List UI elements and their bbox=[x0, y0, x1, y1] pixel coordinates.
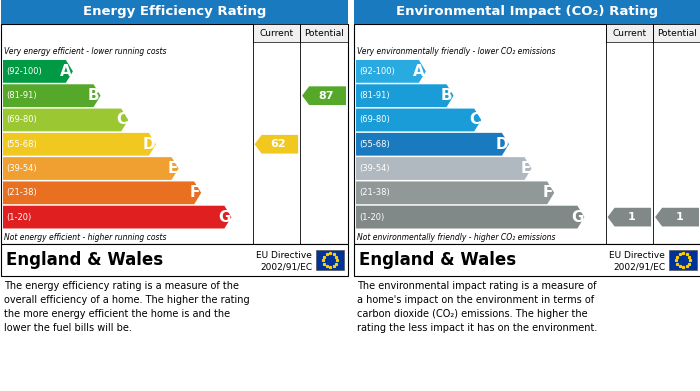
Text: (1-20): (1-20) bbox=[359, 213, 384, 222]
Text: Very environmentally friendly - lower CO₂ emissions: Very environmentally friendly - lower CO… bbox=[357, 47, 556, 56]
Text: Very energy efficient - lower running costs: Very energy efficient - lower running co… bbox=[4, 47, 167, 56]
Bar bbox=[316, 250, 344, 270]
Text: (39-54): (39-54) bbox=[6, 164, 36, 173]
Text: Energy Efficiency Rating: Energy Efficiency Rating bbox=[83, 5, 266, 18]
Text: EU Directive: EU Directive bbox=[609, 251, 665, 260]
Text: E: E bbox=[167, 161, 178, 176]
Text: (69-80): (69-80) bbox=[6, 115, 36, 124]
Text: F: F bbox=[190, 185, 200, 200]
Text: (81-91): (81-91) bbox=[359, 91, 390, 100]
Polygon shape bbox=[356, 84, 454, 107]
Text: EU Directive: EU Directive bbox=[256, 251, 312, 260]
Text: A: A bbox=[413, 64, 425, 79]
Text: B: B bbox=[441, 88, 453, 103]
Bar bbox=[1, 244, 348, 276]
Bar bbox=[1, 0, 348, 24]
Polygon shape bbox=[356, 206, 584, 228]
Polygon shape bbox=[3, 181, 201, 204]
Text: G: G bbox=[218, 210, 230, 224]
Text: A: A bbox=[60, 64, 72, 79]
Bar bbox=[354, 244, 700, 276]
Text: (92-100): (92-100) bbox=[6, 67, 42, 76]
Text: (92-100): (92-100) bbox=[359, 67, 395, 76]
Text: (55-68): (55-68) bbox=[359, 140, 390, 149]
Polygon shape bbox=[255, 135, 298, 154]
Polygon shape bbox=[655, 208, 699, 226]
Polygon shape bbox=[356, 133, 509, 156]
Polygon shape bbox=[356, 109, 481, 131]
Bar bbox=[354, 24, 700, 244]
Polygon shape bbox=[608, 208, 651, 226]
Bar bbox=[1, 24, 348, 244]
Text: (39-54): (39-54) bbox=[359, 164, 390, 173]
Text: Potential: Potential bbox=[304, 29, 344, 38]
Text: 2002/91/EC: 2002/91/EC bbox=[613, 262, 665, 271]
Text: 87: 87 bbox=[318, 91, 334, 100]
Text: Not energy efficient - higher running costs: Not energy efficient - higher running co… bbox=[4, 233, 167, 242]
Text: (81-91): (81-91) bbox=[6, 91, 36, 100]
Text: Environmental Impact (CO₂) Rating: Environmental Impact (CO₂) Rating bbox=[396, 5, 659, 18]
Polygon shape bbox=[3, 84, 101, 107]
Text: (55-68): (55-68) bbox=[6, 140, 36, 149]
Bar bbox=[606, 24, 653, 42]
Text: 1: 1 bbox=[628, 212, 636, 222]
Text: The environmental impact rating is a measure of
a home's impact on the environme: The environmental impact rating is a mea… bbox=[357, 281, 597, 333]
Bar bbox=[354, 0, 700, 24]
Text: F: F bbox=[542, 185, 553, 200]
Bar bbox=[669, 250, 697, 270]
Text: (1-20): (1-20) bbox=[6, 213, 32, 222]
Polygon shape bbox=[356, 157, 531, 180]
Text: E: E bbox=[520, 161, 531, 176]
Text: B: B bbox=[88, 88, 99, 103]
Text: The energy efficiency rating is a measure of the
overall efficiency of a home. T: The energy efficiency rating is a measur… bbox=[4, 281, 250, 333]
Polygon shape bbox=[3, 157, 178, 180]
Polygon shape bbox=[302, 86, 346, 105]
Text: Potential: Potential bbox=[657, 29, 697, 38]
Text: Not environmentally friendly - higher CO₂ emissions: Not environmentally friendly - higher CO… bbox=[357, 233, 556, 242]
Text: C: C bbox=[469, 113, 480, 127]
Polygon shape bbox=[356, 181, 554, 204]
Text: D: D bbox=[142, 137, 155, 152]
Bar bbox=[653, 24, 700, 42]
Polygon shape bbox=[3, 109, 128, 131]
Polygon shape bbox=[356, 60, 426, 83]
Text: (21-38): (21-38) bbox=[6, 188, 36, 197]
Text: 62: 62 bbox=[271, 139, 286, 149]
Polygon shape bbox=[3, 133, 156, 156]
Text: 2002/91/EC: 2002/91/EC bbox=[260, 262, 312, 271]
Text: England & Wales: England & Wales bbox=[359, 251, 516, 269]
Text: Current: Current bbox=[612, 29, 646, 38]
Text: 1: 1 bbox=[676, 212, 683, 222]
Bar bbox=[300, 24, 348, 42]
Text: Current: Current bbox=[259, 29, 293, 38]
Bar bbox=[253, 24, 300, 42]
Text: (21-38): (21-38) bbox=[359, 188, 390, 197]
Text: (69-80): (69-80) bbox=[359, 115, 390, 124]
Text: G: G bbox=[571, 210, 583, 224]
Text: D: D bbox=[496, 137, 508, 152]
Polygon shape bbox=[3, 206, 232, 228]
Text: C: C bbox=[116, 113, 127, 127]
Text: England & Wales: England & Wales bbox=[6, 251, 163, 269]
Polygon shape bbox=[3, 60, 73, 83]
